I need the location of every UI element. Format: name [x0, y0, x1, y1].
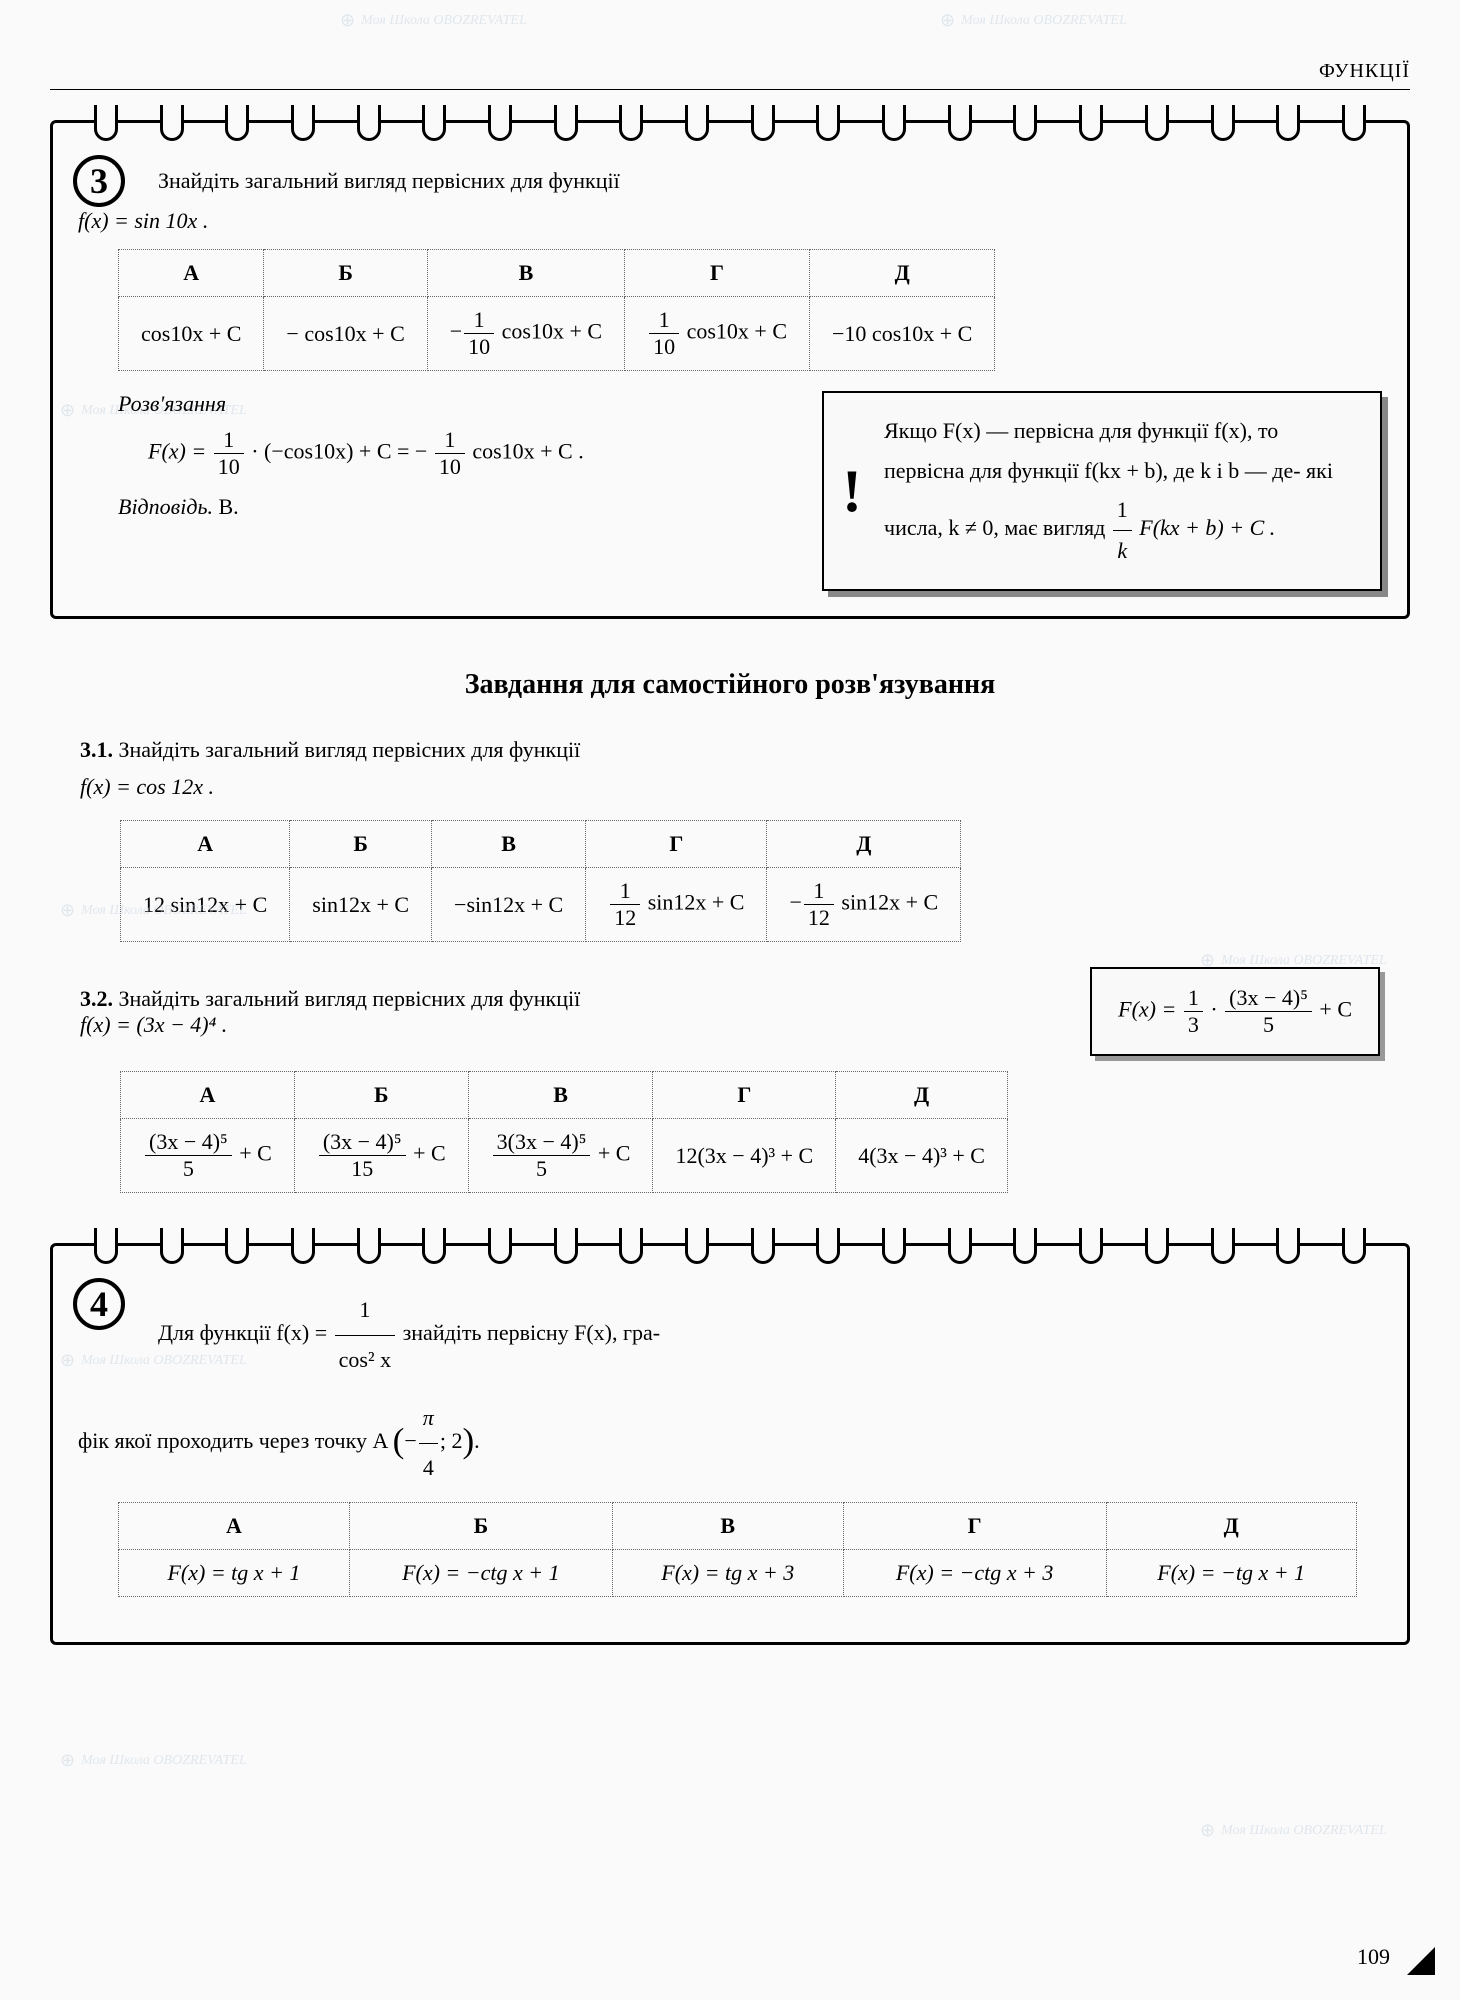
col-b: Б: [294, 1072, 468, 1119]
col-b: Б: [290, 821, 432, 868]
col-g: Г: [843, 1502, 1106, 1549]
opt-c: F(x) = tg x + 3: [612, 1549, 843, 1596]
problem-3-box: 3 Знайдіть загальний вигляд первісних дл…: [50, 120, 1410, 619]
opt-c: 3(3x − 4)⁵5 + C: [468, 1119, 653, 1193]
col-v: В: [432, 821, 586, 868]
problem-3-func: f(x) = sin 10x .: [78, 208, 208, 233]
corner-arrow-icon: [1407, 1947, 1435, 1975]
problem-3-prompt: Знайдіть загальний вигляд первісних для …: [158, 163, 1382, 198]
opt-b: (3x − 4)⁵15 + C: [294, 1119, 468, 1193]
opt-e: −112 sin12x + C: [767, 868, 961, 942]
opt-a: 12 sin12x + C: [121, 868, 290, 942]
opt-d: 112 sin12x + C: [586, 868, 767, 942]
opt-c: −sin12x + C: [432, 868, 586, 942]
page-number: 109: [1357, 1944, 1390, 1970]
problem-3-1: 3.1. Знайдіть загальний вигляд первісних…: [80, 731, 1380, 806]
exclaim-icon: !: [842, 437, 862, 545]
col-d: Д: [767, 821, 961, 868]
col-a: А: [121, 1072, 295, 1119]
problem-3-2-options-table: А Б В Г Д (3x − 4)⁵5 + C (3x − 4)⁵15 + C…: [120, 1071, 1008, 1193]
opt-a: F(x) = tg x + 1: [119, 1549, 350, 1596]
opt-d: 110 cos10x + C: [625, 297, 810, 371]
col-v: В: [612, 1502, 843, 1549]
problem-3-options-table: А Б В Г Д cos10x + C − cos10x + C −110 c…: [118, 249, 995, 371]
problem-number-4: 4: [73, 1278, 125, 1330]
watermark: Моя Школа OBOZREVATEL: [940, 10, 1127, 31]
problem-3-2-answer-box: F(x) = 13 · (3x − 4)⁵5 + C: [1090, 967, 1380, 1056]
problem-3-note: ! Якщо F(x) — первісна для функції f(x),…: [822, 391, 1382, 590]
opt-b: sin12x + C: [290, 868, 432, 942]
opt-b: F(x) = −ctg x + 1: [349, 1549, 612, 1596]
col-d: Д: [810, 250, 995, 297]
col-v: В: [427, 250, 624, 297]
problem-3-1-options-table: А Б В Г Д 12 sin12x + C sin12x + C −sin1…: [120, 820, 961, 942]
col-a: А: [119, 250, 264, 297]
spiral-binding: [53, 105, 1407, 141]
col-g: Г: [653, 1072, 836, 1119]
problem-4-box: 4 Для функції f(x) = 1cos² x знайдіть пе…: [50, 1243, 1410, 1645]
col-g: Г: [625, 250, 810, 297]
opt-e: F(x) = −tg x + 1: [1106, 1549, 1356, 1596]
opt-d: F(x) = −ctg x + 3: [843, 1549, 1106, 1596]
problem-4-options-table: А Б В Г Д F(x) = tg x + 1 F(x) = −ctg x …: [118, 1502, 1357, 1597]
watermark: Моя Школа OBOZREVATEL: [1200, 1820, 1387, 1841]
col-d: Д: [1106, 1502, 1356, 1549]
watermark: Моя Школа OBOZREVATEL: [340, 10, 527, 31]
col-a: А: [121, 821, 290, 868]
col-b: Б: [264, 250, 427, 297]
col-b: Б: [349, 1502, 612, 1549]
col-a: А: [119, 1502, 350, 1549]
section-title: Завдання для самостійного розв'язування: [50, 669, 1410, 701]
col-g: Г: [586, 821, 767, 868]
opt-d: 12(3x − 4)³ + C: [653, 1119, 836, 1193]
opt-e: −10 cos10x + C: [810, 297, 995, 371]
opt-a: (3x − 4)⁵5 + C: [121, 1119, 295, 1193]
page-header: ФУНКЦІЇ: [50, 60, 1410, 90]
problem-4-prompt-line2: фік якої проходить через точку A (−π4; 2…: [78, 1394, 1382, 1492]
opt-a: cos10x + C: [119, 297, 264, 371]
spiral-binding: [53, 1228, 1407, 1264]
col-v: В: [468, 1072, 653, 1119]
watermark: Моя Школа OBOZREVATEL: [60, 1750, 247, 1771]
opt-c: −110 cos10x + C: [427, 297, 624, 371]
problem-3-2-row: 3.2. Знайдіть загальний вигляд первісних…: [80, 967, 1380, 1056]
col-d: Д: [836, 1072, 1008, 1119]
opt-e: 4(3x − 4)³ + C: [836, 1119, 1008, 1193]
problem-4-prompt: Для функції f(x) = 1cos² x знайдіть перв…: [158, 1286, 1382, 1384]
problem-3-2-prompt: 3.2. Знайдіть загальний вигляд первісних…: [80, 986, 580, 1038]
problem-number-3: 3: [73, 155, 125, 207]
page: Моя Школа OBOZREVATEL Моя Школа OBOZREVA…: [0, 0, 1460, 2000]
opt-b: − cos10x + C: [264, 297, 427, 371]
problem-3-solution: Розв'язання F(x) = 110 · (−cos10x) + C =…: [78, 391, 802, 520]
